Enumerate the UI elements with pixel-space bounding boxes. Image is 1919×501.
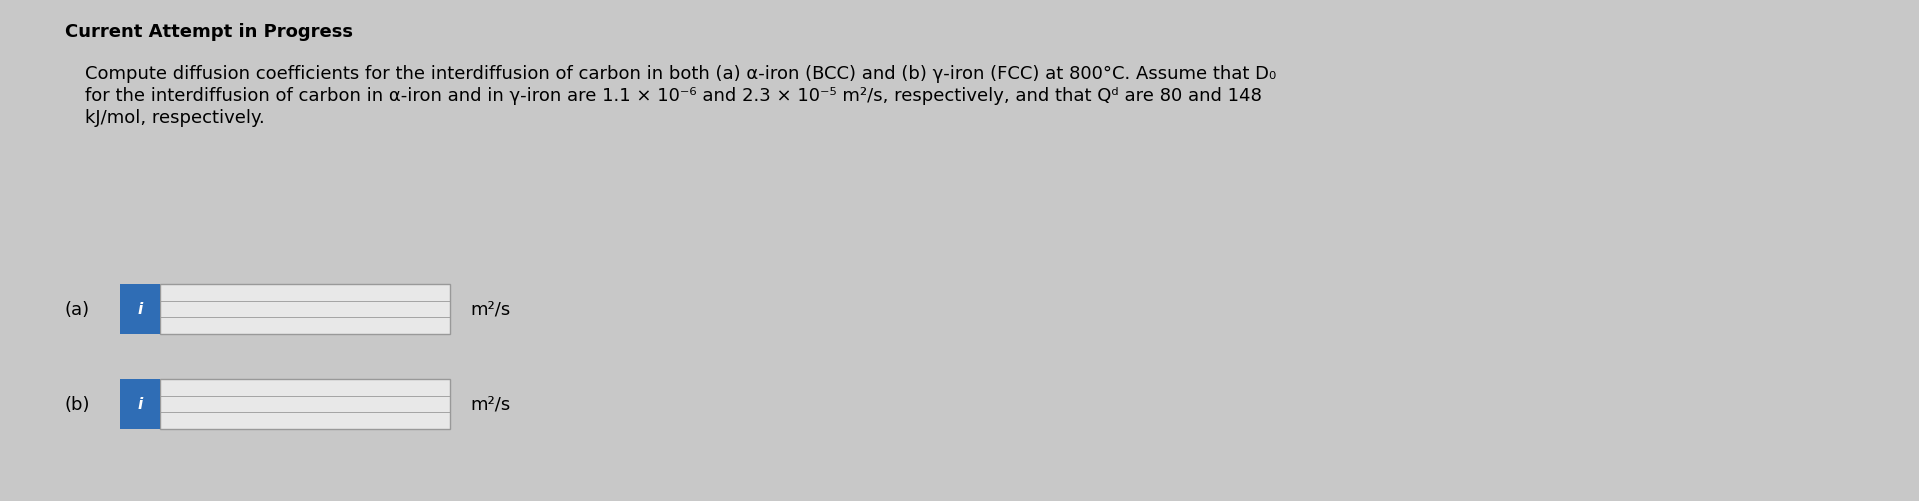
Bar <box>159 379 449 429</box>
Text: i: i <box>138 302 142 317</box>
Text: m²/s: m²/s <box>470 301 510 318</box>
Bar <box>121 285 159 334</box>
Text: kJ/mol, respectively.: kJ/mol, respectively. <box>84 109 265 127</box>
Text: (a): (a) <box>65 301 90 318</box>
Text: i: i <box>138 397 142 412</box>
Text: Compute diffusion coefficients for the interdiffusion of carbon in both (a) α-ir: Compute diffusion coefficients for the i… <box>84 65 1276 83</box>
Text: for the interdiffusion of carbon in α-iron and in γ-iron are 1.1 × 10⁻⁶ and 2.3 : for the interdiffusion of carbon in α-ir… <box>84 87 1263 105</box>
Bar <box>121 379 159 429</box>
Bar <box>159 285 449 334</box>
Text: Current Attempt in Progress: Current Attempt in Progress <box>65 23 353 41</box>
Text: (b): (b) <box>65 395 90 413</box>
Text: m²/s: m²/s <box>470 395 510 413</box>
